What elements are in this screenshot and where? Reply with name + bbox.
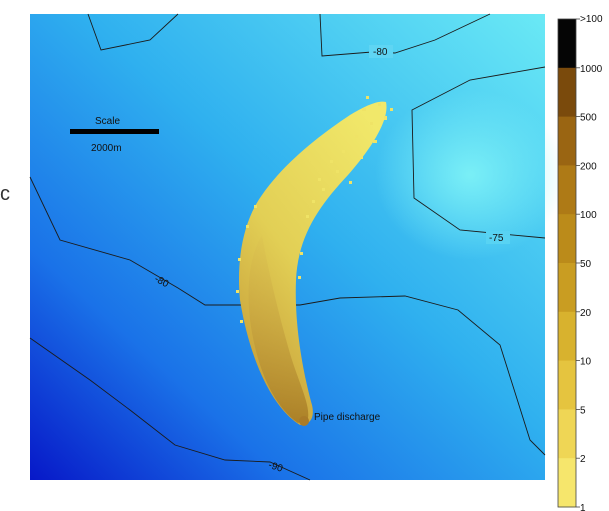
colorbar-tick-label: 1000 [580,64,603,75]
contour-line-mid [29,176,546,456]
colorbar-segment [558,19,576,69]
colorbar: >100 1000 500 200 100 50 20 10 5 2 1 [557,14,603,511]
colorbar-tick-label: 1 [580,503,586,511]
contour-line-bottom [29,337,311,481]
colorbar-tick-label: 500 [580,113,597,124]
colorbar-segment [558,116,576,166]
colorbar-tick-label: 10 [580,357,592,368]
plume-speckles [236,96,393,323]
colorbar-segment [558,409,576,459]
contour-line-top-left [87,13,179,51]
pipe-discharge-label: Pipe discharge [314,412,381,423]
colorbar-tick-label: 100 [580,210,597,221]
shallow-area [375,90,565,260]
colorbar-segment [558,165,576,215]
scale-title: Scale [95,116,120,127]
colorbar-segment [558,360,576,410]
contour-label-right: -75 [489,233,504,244]
colorbar-tick-label: 2 [580,454,586,465]
colorbar-segment [558,458,576,508]
contour-label-bottom: -90 [267,460,285,475]
colorbar-tick-label: 200 [580,161,597,172]
plume-core [248,235,309,423]
contour-line-shallow-loop [411,66,546,239]
scale-distance: 2000m [91,143,122,154]
colorbar-tick-label: 20 [580,308,592,319]
colorbar-segment [558,67,576,118]
scale-bar-line [70,129,159,134]
panel-label: c [0,183,10,205]
colorbar-tick-label: 5 [580,405,586,416]
contour-label-top: -80 [373,47,388,58]
pipe-discharge-point [299,416,309,426]
colorbar-segment [558,311,576,362]
colorbar-segment [558,263,576,313]
colorbar-tick-label: 50 [580,259,592,270]
discharge-plume [236,96,393,426]
colorbar-segment [558,214,576,264]
colorbar-tick-label: >100 [580,14,603,25]
